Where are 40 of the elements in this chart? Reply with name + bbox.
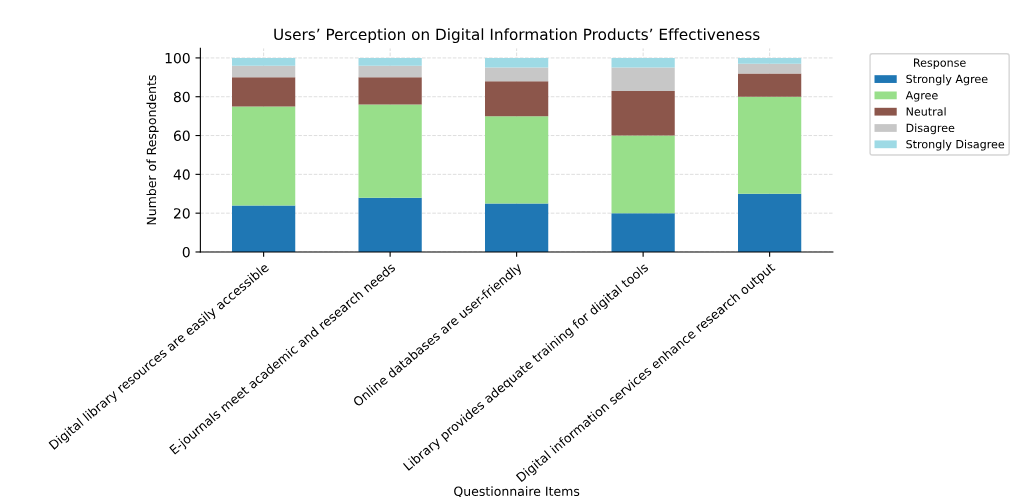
- bar: [485, 57, 549, 68]
- bar: [738, 63, 802, 74]
- bar: [611, 213, 675, 252]
- bar: [738, 193, 802, 252]
- bar: [738, 73, 802, 97]
- bar: [485, 81, 549, 117]
- bar: [358, 197, 422, 252]
- bar: [232, 77, 296, 107]
- legend-title: Response: [914, 58, 966, 69]
- bar: [611, 57, 675, 68]
- bar: [738, 96, 802, 194]
- bar: [232, 106, 296, 206]
- chart-title: Users’ Perception on Digital Information Products’ Effectiveness: [274, 28, 760, 44]
- y-tick-label: 60: [173, 130, 190, 142]
- bar: [358, 77, 422, 105]
- bar: [611, 67, 675, 91]
- y-tick-label: 40: [173, 169, 190, 180]
- bar: [611, 135, 675, 214]
- y-tick-label: 20: [174, 208, 190, 219]
- bar: [738, 57, 802, 64]
- bar: [358, 104, 422, 198]
- x-axis-title: Questionnaire Items: [454, 486, 580, 497]
- bar: [485, 116, 549, 204]
- bar: [358, 57, 422, 66]
- bar: [232, 65, 296, 78]
- bar: [611, 90, 675, 136]
- y-axis-title: Number of Respondents: [146, 75, 159, 225]
- y-tick-label: 0: [182, 246, 190, 258]
- bar: [232, 57, 296, 66]
- bar: [485, 67, 549, 82]
- legend-label: Strongly Agree: [906, 74, 988, 86]
- y-tick-label: 100: [165, 52, 190, 64]
- bar: [232, 205, 296, 252]
- legend-label: Neutral: [906, 107, 946, 116]
- legend-label: Strongly Disagree: [906, 139, 1005, 151]
- y-tick-label: 80: [173, 91, 190, 103]
- bar: [485, 203, 549, 252]
- bar: [358, 65, 422, 78]
- legend-label: Disagree: [906, 123, 955, 135]
- legend-label: Agree: [905, 91, 938, 102]
